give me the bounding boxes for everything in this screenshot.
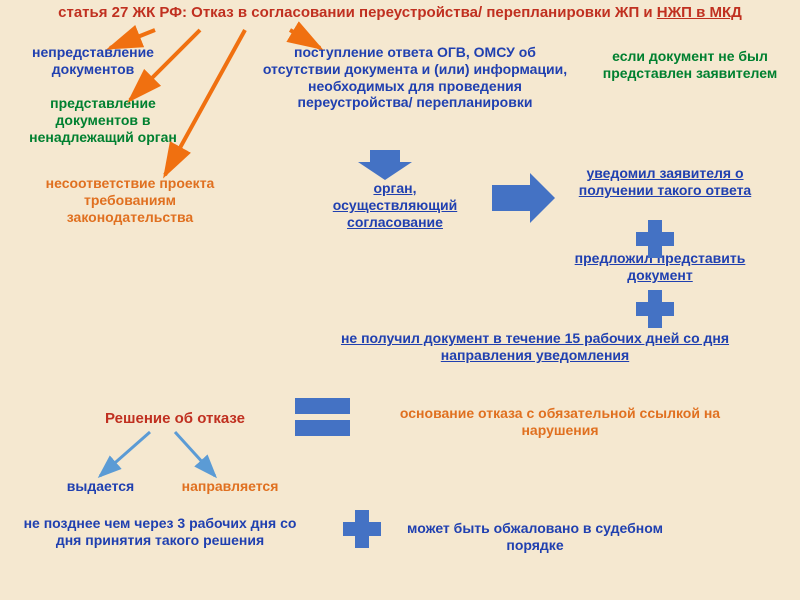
block-refusal-basis: основание отказа с обязательной ссылкой … [370,405,750,439]
block-approval-body: орган, осуществляющий согласование [310,180,480,230]
block-proposed: предложил представить документ [555,250,765,284]
block-appeal: может быть обжаловано в судебном порядке [400,520,670,554]
block-notified: уведомил заявителя о получении такого от… [560,165,770,199]
block-issued: выдается [58,478,143,495]
block-not-received: не получил документ в течение 15 рабочих… [300,330,770,364]
block-sent: направляется [165,478,295,495]
block-deadline: не позднее чем через 3 рабочих дня со дн… [20,515,300,549]
block-noncompliance: несоответствие проекта требованиям закон… [20,175,240,225]
block-if-not-submitted: если документ не был представлен заявите… [600,48,780,82]
block-wrong-body: представление документов в ненадлежащий … [18,95,188,145]
title: статья 27 ЖК РФ: Отказ в согласовании пе… [10,4,790,22]
title-p1: статья 27 ЖК РФ: [58,4,191,21]
title-p3: НЖП в МКД [657,4,742,21]
title-p2: Отказ в согласовании переустройства/ пер… [191,4,657,21]
block-nonsubmission: непредставление документов [8,44,178,78]
block-response-received: поступление ответа ОГВ, ОМСУ об отсутств… [260,44,570,111]
block-refusal-decision: Решение об отказе [85,410,265,428]
